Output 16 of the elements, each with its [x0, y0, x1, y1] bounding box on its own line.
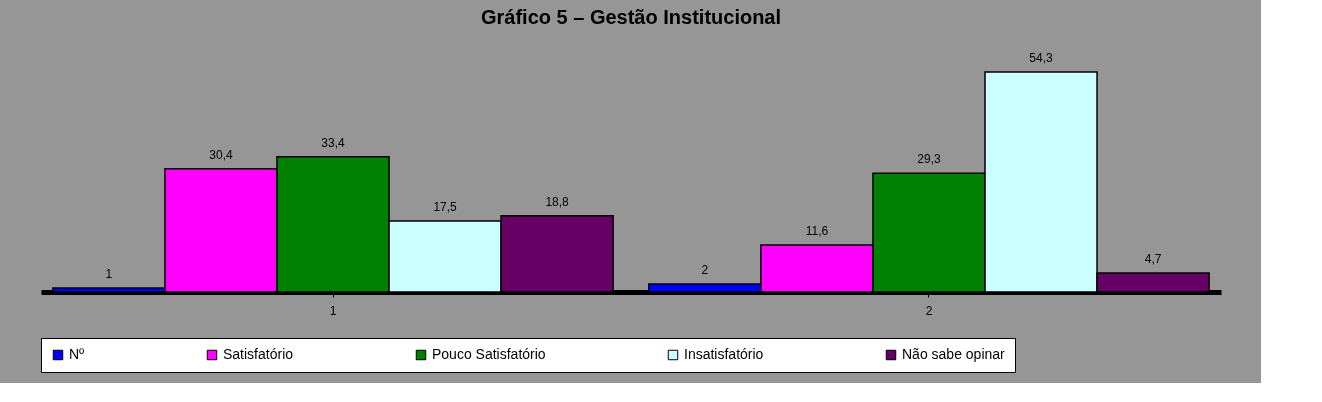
legend-label: Pouco Satisfatório [432, 346, 546, 362]
legend-label: Não sabe opinar [902, 346, 1006, 362]
data-label: 1 [105, 266, 113, 281]
data-label: 54,3 [1029, 51, 1054, 65]
data-label: 30,4 [209, 147, 233, 162]
data-label: 17,5 [433, 200, 458, 215]
data-label: 33,4 [321, 135, 346, 150]
data-label: 4,7 [1144, 251, 1162, 266]
legend-label: Satisfatório [223, 346, 294, 362]
chart-title: Gráfico 5 – Gestão Institucional [480, 6, 782, 28]
legend-label: Nº [69, 346, 85, 362]
data-label: 29,3 [917, 152, 941, 167]
data-label: 18,8 [545, 194, 570, 209]
data-label: 2 [701, 262, 709, 277]
legend-label: Insatisfatório [684, 346, 764, 362]
data-label: 11,6 [805, 224, 829, 238]
